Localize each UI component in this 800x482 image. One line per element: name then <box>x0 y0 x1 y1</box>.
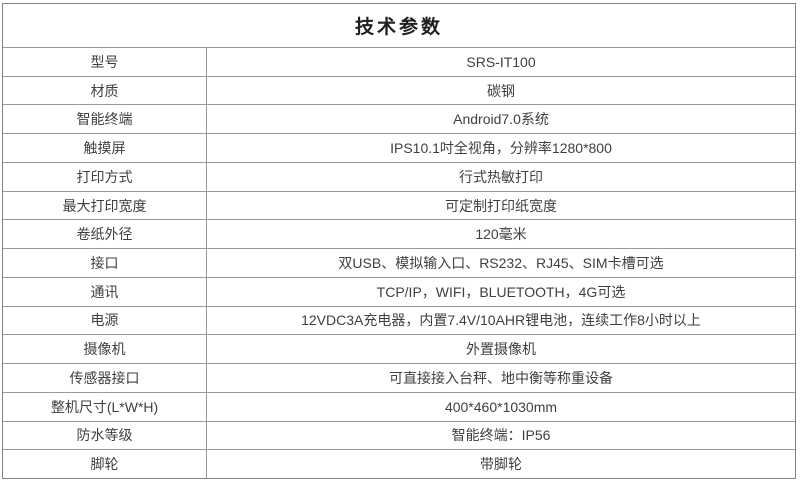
spec-label: 通讯 <box>3 277 207 306</box>
spec-label: 卷纸外径 <box>3 220 207 249</box>
spec-label: 型号 <box>3 48 207 76</box>
spec-label: 防水等级 <box>3 421 207 450</box>
spec-value: 智能终端：IP56 <box>451 427 551 444</box>
spec-label: 脚轮 <box>3 450 207 479</box>
table-row: 整机尺寸(L*W*H) 400*460*1030mm <box>3 392 795 422</box>
spec-label: 打印方式 <box>3 162 207 191</box>
spec-value: SRS-IT100 <box>466 53 536 70</box>
table-row: 摄像机 外置摄像机 <box>3 335 795 365</box>
table-row: 接口 双USB、模拟输入口、RS232、RJ45、SIM卡槽可选 <box>3 249 795 278</box>
spec-label: 整机尺寸(L*W*H) <box>3 392 207 421</box>
table-row: 智能终端 Android7.0系统 <box>3 105 795 135</box>
table-row: 电源 12VDC3A充电器，内置7.4V/10AHR锂电池，连续工作8小时以上 <box>3 306 795 336</box>
table-row: 卷纸外径 120毫米 <box>3 220 795 250</box>
spec-value: Android7.0系统 <box>453 111 549 128</box>
table-row: 打印方式 行式热敏打印 <box>3 162 795 192</box>
spec-label: 摄像机 <box>3 335 207 364</box>
spec-label: 智能终端 <box>3 105 207 134</box>
spec-value: 碳钢 <box>487 82 515 99</box>
spec-value: 可直接接入台秤、地中衡等称重设备 <box>389 369 613 386</box>
spec-value: 双USB、模拟输入口、RS232、RJ45、SIM卡槽可选 <box>338 255 664 271</box>
table-row: 传感器接口 可直接接入台秤、地中衡等称重设备 <box>3 364 795 393</box>
spec-value: IPS10.1吋全视角，分辨率1280*800 <box>390 140 612 157</box>
spec-value: 行式热敏打印 <box>459 168 543 185</box>
table-header: 技术参数 <box>3 4 795 48</box>
spec-value: 12VDC3A充电器，内置7.4V/10AHR锂电池，连续工作8小时以上 <box>301 312 701 329</box>
spec-label: 最大打印宽度 <box>3 191 207 220</box>
spec-label: 触摸屏 <box>3 134 207 162</box>
spec-table: 技术参数 型号 SRS-IT100 材质 碳钢 智能终端 Android7.0系… <box>2 3 796 479</box>
spec-value: 可定制打印纸宽度 <box>445 197 557 214</box>
spec-label: 材质 <box>3 76 207 105</box>
spec-label: 传感器接口 <box>3 364 207 392</box>
table-row: 型号 SRS-IT100 <box>3 48 795 77</box>
table-row: 通讯 TCP/IP，WIFI，BLUETOOTH，4G可选 <box>3 277 795 307</box>
table-row: 材质 碳钢 <box>3 76 795 106</box>
spec-value: TCP/IP，WIFI，BLUETOOTH，4G可选 <box>376 283 626 300</box>
spec-value: 外置摄像机 <box>466 341 536 358</box>
spec-value: 带脚轮 <box>480 456 522 473</box>
table-title: 技术参数 <box>354 17 443 38</box>
table-row: 脚轮 带脚轮 <box>3 450 795 479</box>
spec-label: 电源 <box>3 306 207 335</box>
table-row: 防水等级 智能终端：IP56 <box>3 421 795 451</box>
spec-value: 400*460*1030mm <box>444 398 558 415</box>
table-row: 最大打印宽度 可定制打印纸宽度 <box>3 191 795 221</box>
table-row: 触摸屏 IPS10.1吋全视角，分辨率1280*800 <box>3 134 795 163</box>
spec-label: 接口 <box>3 249 207 277</box>
table-body: 型号 SRS-IT100 材质 碳钢 智能终端 Android7.0系统 触摸屏… <box>3 48 795 479</box>
spec-value: 120毫米 <box>475 226 527 243</box>
